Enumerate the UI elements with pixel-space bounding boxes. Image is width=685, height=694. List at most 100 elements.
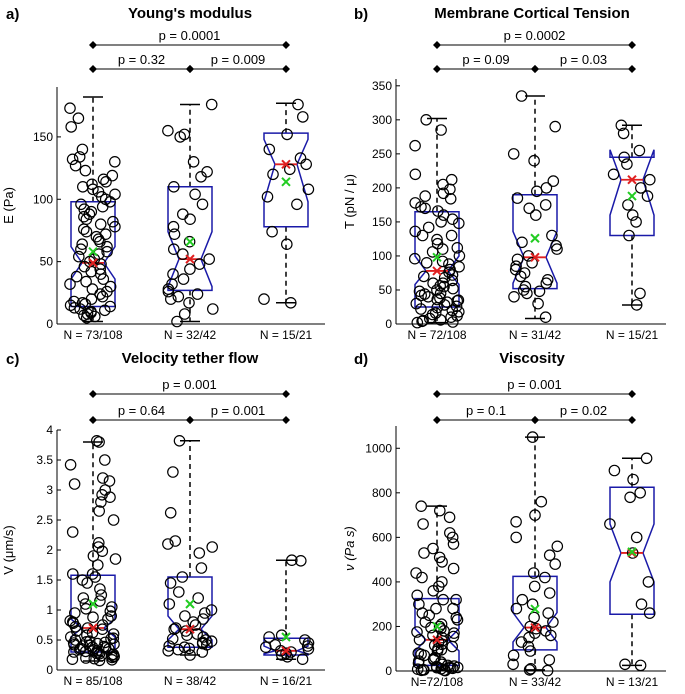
- data-point: [418, 547, 430, 559]
- data-point: [173, 586, 185, 598]
- data-point: [162, 285, 175, 298]
- p-value-label: p = 0.1: [466, 403, 506, 418]
- data-point: [283, 163, 296, 176]
- data-point: [269, 638, 281, 651]
- y-tick-label: 200: [372, 619, 392, 633]
- data-point: [436, 255, 449, 268]
- data-point: [163, 598, 176, 610]
- data-point: [68, 295, 80, 308]
- data-point: [530, 185, 543, 198]
- data-point: [76, 238, 88, 250]
- data-point: [430, 602, 442, 615]
- data-point: [415, 664, 428, 677]
- data-point: [451, 242, 464, 254]
- y-tick-label: 2.5: [36, 513, 53, 527]
- data-point: [66, 526, 79, 538]
- data-point: [529, 509, 541, 521]
- data-point: [517, 284, 530, 296]
- data-point: [168, 181, 180, 193]
- p-value-label: p = 0.0002: [504, 28, 566, 43]
- y-tick-label: 350: [372, 79, 392, 93]
- data-point: [411, 626, 423, 638]
- category-label: N = 72/108: [407, 328, 466, 342]
- data-point: [434, 292, 446, 304]
- y-tick-label: 2: [46, 543, 53, 557]
- data-point: [434, 287, 447, 300]
- panel-letter: a): [6, 6, 19, 23]
- bracket-end-marker: [433, 416, 441, 424]
- data-point: [544, 629, 557, 642]
- data-point: [448, 660, 460, 672]
- data-point: [643, 607, 656, 619]
- data-point: [173, 434, 186, 447]
- panel-c: c) Velocity tether flow 0 0.5 1 1.5 2 2.5 3 3.5 4 V…: [1, 350, 325, 688]
- y-tick-label: 800: [372, 486, 392, 500]
- data-point: [452, 294, 465, 306]
- category-label: N = 16/21: [260, 674, 313, 688]
- data-point: [549, 120, 561, 133]
- box-1: [64, 434, 122, 667]
- data-point: [184, 649, 196, 661]
- data-point: [294, 554, 307, 567]
- data-point: [86, 568, 99, 580]
- data-point: [93, 505, 105, 517]
- median-marker: [281, 646, 291, 656]
- data-point: [630, 299, 643, 311]
- data-point: [192, 592, 204, 604]
- data-point: [419, 190, 431, 202]
- data-point: [518, 267, 531, 279]
- data-point: [167, 220, 180, 233]
- mean-marker: [432, 621, 442, 632]
- data-point: [604, 518, 616, 530]
- data-point: [68, 478, 81, 490]
- data-point: [164, 506, 177, 519]
- p-value-label: p = 0.03: [560, 52, 607, 67]
- data-point: [166, 632, 179, 645]
- data-point: [532, 297, 544, 310]
- data-point: [630, 531, 643, 544]
- data-point: [284, 296, 297, 309]
- data-point: [543, 587, 556, 599]
- data-point: [85, 265, 98, 278]
- mean-marker: [627, 191, 637, 201]
- category-label: N = 15/21: [260, 328, 313, 342]
- data-point: [184, 263, 196, 275]
- data-point: [106, 653, 118, 666]
- bracket-end-marker: [282, 416, 290, 424]
- data-point: [80, 602, 92, 615]
- data-point: [162, 124, 174, 137]
- data-point: [515, 90, 528, 102]
- data-point: [446, 531, 459, 544]
- median-marker: [185, 254, 195, 264]
- category-label: N = 32/42: [164, 328, 217, 342]
- data-point: [423, 609, 435, 622]
- data-point: [78, 309, 90, 322]
- data-point: [302, 643, 315, 655]
- data-point: [623, 229, 635, 242]
- data-point: [445, 311, 457, 323]
- mean-marker: [88, 599, 98, 609]
- box-3: [259, 554, 315, 665]
- data-point: [80, 275, 92, 288]
- p-value-label: p = 0.64: [118, 403, 165, 418]
- data-point: [510, 602, 523, 615]
- data-point: [431, 233, 443, 246]
- data-point: [81, 577, 93, 589]
- data-point: [618, 151, 630, 164]
- data-point: [172, 643, 184, 656]
- data-point: [189, 619, 202, 631]
- data-point: [436, 556, 448, 568]
- data-point: [619, 658, 631, 671]
- bracket-end-marker: [186, 416, 194, 424]
- data-point: [183, 642, 195, 655]
- data-point: [436, 243, 449, 255]
- data-point: [533, 285, 546, 298]
- data-point: [447, 630, 460, 643]
- data-point: [263, 631, 275, 643]
- data-point: [92, 559, 104, 571]
- data-point: [446, 662, 459, 675]
- median-marker: [530, 622, 540, 633]
- data-point: [507, 649, 520, 662]
- mean-marker: [530, 604, 540, 614]
- data-point: [174, 131, 186, 143]
